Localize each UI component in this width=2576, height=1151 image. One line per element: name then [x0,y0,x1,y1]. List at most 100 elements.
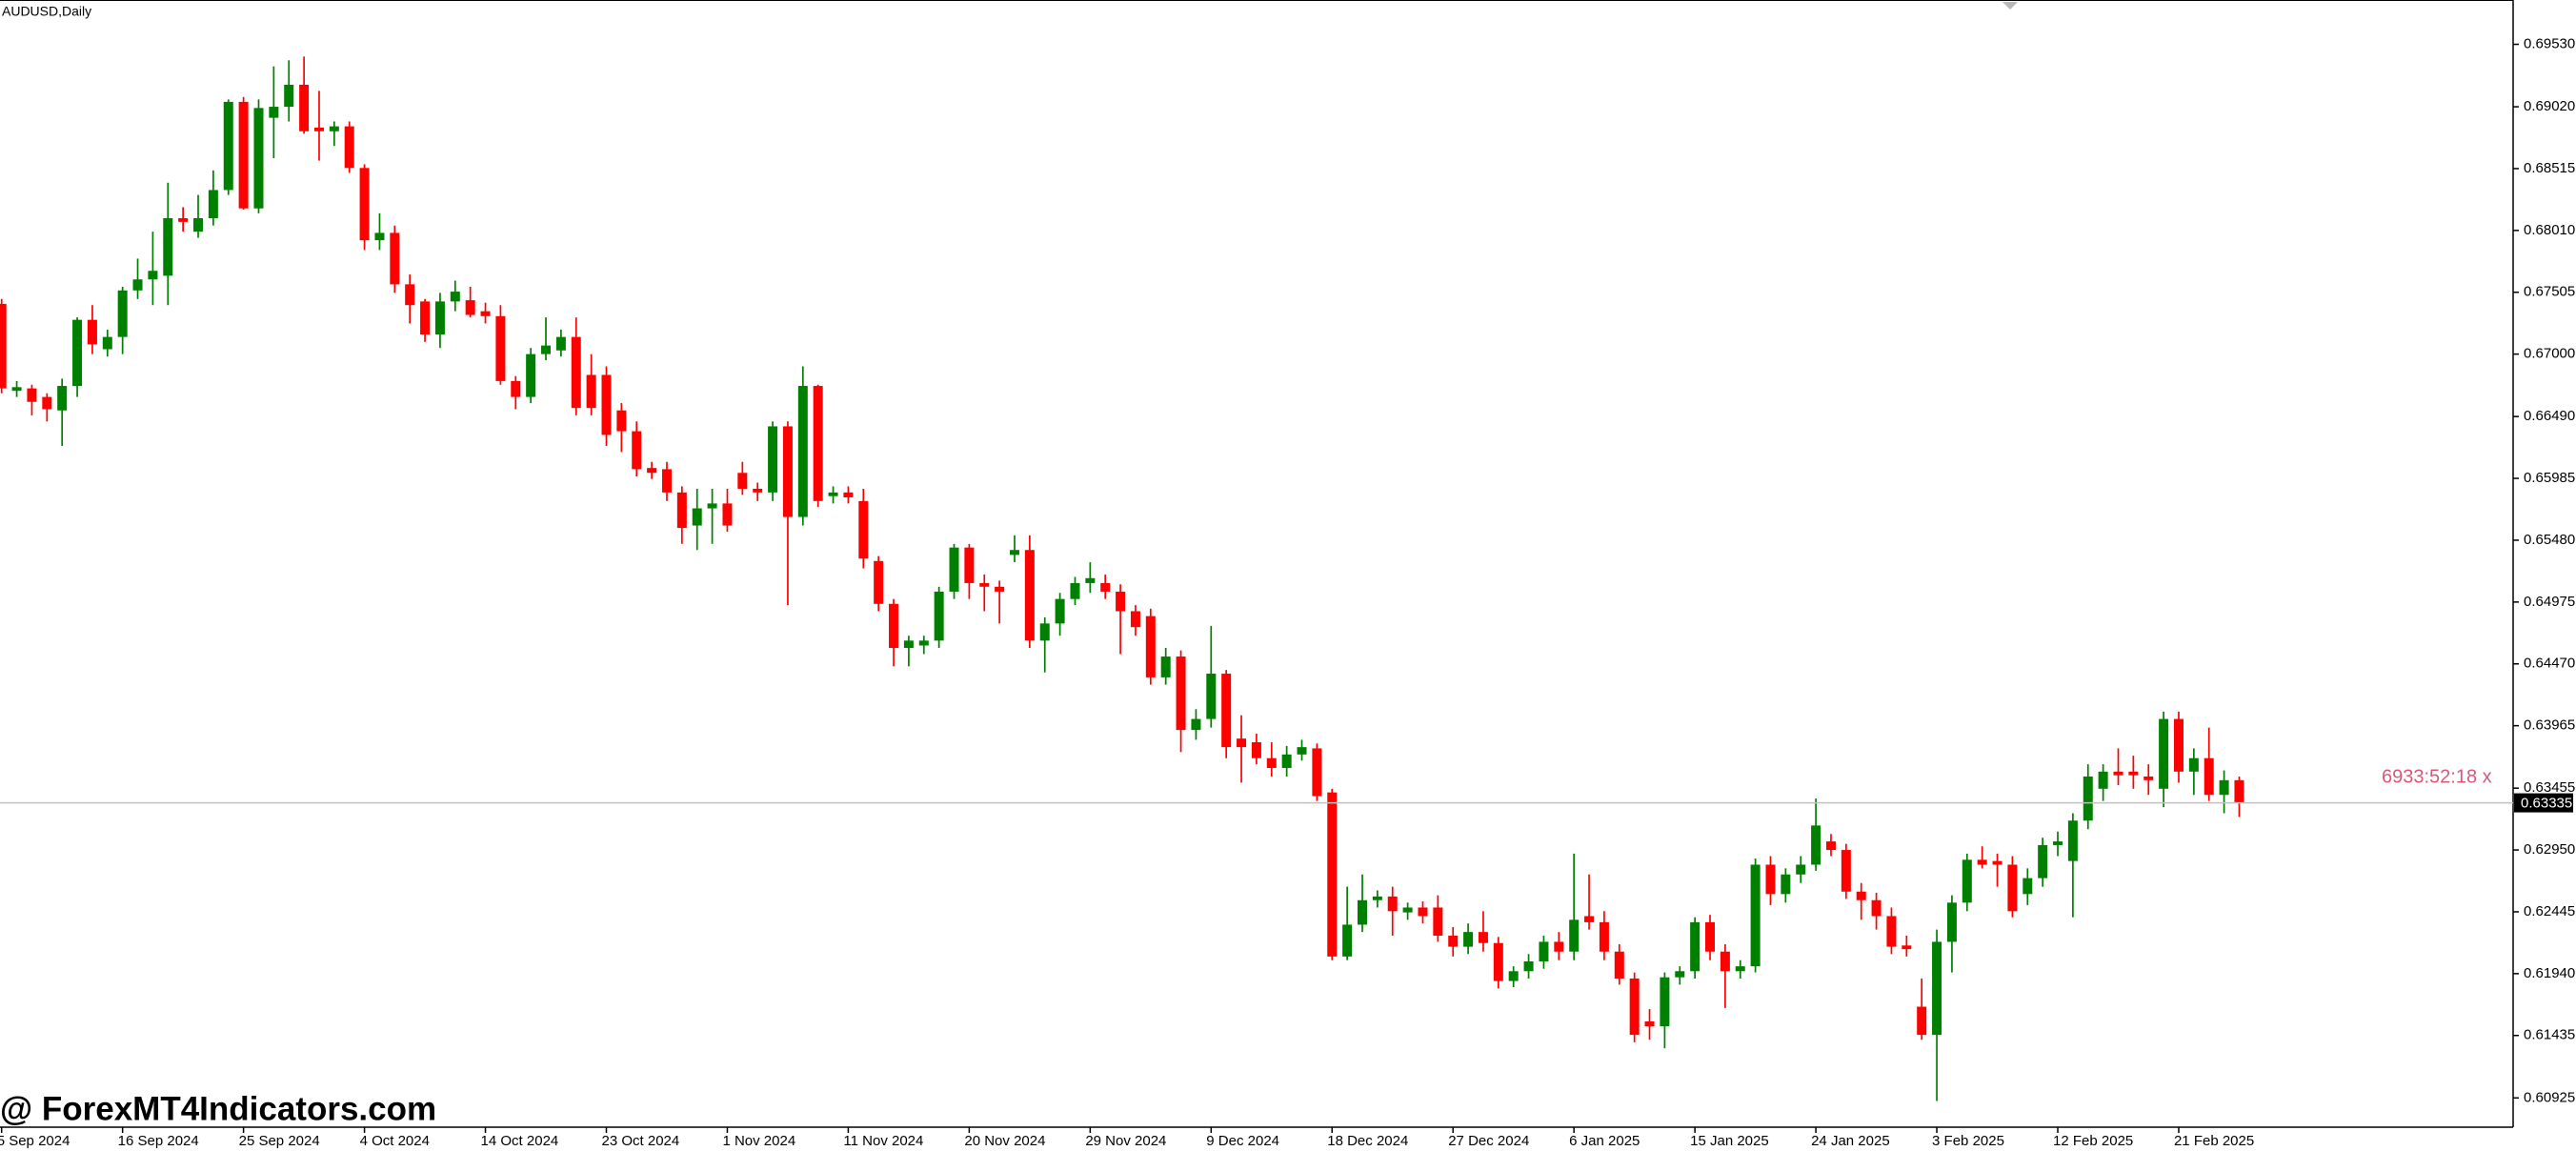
candle-body [586,374,596,409]
candle-body [797,386,808,517]
candle-body [2128,771,2139,776]
candle-body [1116,591,1126,612]
candle-body [1569,919,1580,952]
candle-body [858,500,869,559]
candle-body [889,603,899,649]
candle-body [1644,1020,1655,1027]
y-tick-label: 0.64975 [2524,594,2575,610]
candle-body [2234,779,2244,802]
candle-body [1781,874,1791,895]
candle-body [344,126,354,169]
candle-body [1448,936,1459,947]
candle-body [1614,951,1624,979]
x-tick-label: 14 Oct 2024 [481,1133,559,1149]
candle-body [2067,820,2078,861]
candles [0,56,2244,1101]
candle-body [2159,718,2169,789]
candle-body [1902,945,1912,950]
candle-body [964,547,975,583]
candle-body [1070,582,1080,599]
candle-body [102,336,112,350]
candle-body [1523,961,1534,972]
candle-body [359,168,370,241]
candle-body [1765,864,1776,895]
y-tick-label: 0.65480 [2524,532,2575,548]
x-tick-label: 23 Oct 2024 [602,1133,680,1149]
candle-body [601,374,612,435]
candle-body [1297,747,1307,755]
candle-body [1463,932,1474,947]
candle-body [949,547,959,592]
candle-body [1539,941,1549,962]
candle-body [299,84,310,131]
candle-body [753,488,763,493]
candle-body [737,473,748,489]
candle-body [1735,966,1745,972]
candle-body [434,301,445,335]
candle-body [0,303,7,389]
candle-body [2143,776,2154,780]
candle-body [238,101,249,209]
watermark: @ ForexMT4Indicators.com [0,1090,436,1127]
x-tick-label: 11 Nov 2024 [843,1133,923,1149]
candle-body [782,426,793,517]
y-tick-label: 0.69020 [2524,98,2575,114]
candle-body [72,319,83,387]
candle-body [1372,896,1382,900]
chart-title: AUDUSD,Daily [2,4,91,19]
price-label: 0.63335 [2521,796,2572,812]
candle-body [2007,864,2018,912]
candle-body [148,271,158,280]
y-tick-label: 0.61940 [2524,965,2575,981]
candle-body [117,290,128,337]
candle-body [390,232,400,285]
candle-body [2053,841,2063,845]
candle-body [1871,899,1882,917]
x-tick-label: 25 Sep 2024 [239,1133,320,1149]
candle-body [2023,878,2033,895]
price-label-box [2514,793,2573,813]
candle-body [1327,792,1338,957]
candle-body [903,640,914,649]
candle-body [132,279,143,291]
y-tick-label: 0.60925 [2524,1089,2575,1105]
candle-body [405,284,415,306]
candle-body [707,503,717,509]
candle-body [676,492,687,529]
candle-body [1358,899,1367,925]
candle-body [1660,977,1670,1027]
x-tick-label: 21 Feb 2025 [2174,1133,2254,1149]
candle-body [1402,907,1413,913]
y-tick-label: 0.64470 [2524,656,2575,672]
candle-body [87,319,97,345]
candle-body [813,386,823,501]
candle-body [1039,623,1050,641]
candle-body [934,591,944,641]
x-tick-label: 18 Dec 2024 [1327,1133,1408,1149]
candle-body [2083,776,2093,821]
x-tick-label: 29 Nov 2024 [1085,1133,1166,1149]
candle-body [313,127,324,131]
candle-body [1841,850,1851,892]
candle-body [2173,718,2184,772]
candle-body [2113,771,2123,776]
x-tick-label: 6 Jan 2025 [1569,1133,1640,1149]
y-tick-label: 0.67505 [2524,284,2575,300]
y-tick-label: 0.62950 [2524,841,2575,858]
candle-body [1992,860,2002,865]
candle-body [526,353,536,397]
candle-body [1387,896,1398,912]
candle-body [1629,978,1640,1036]
candle-body [722,503,733,526]
candle-body [1145,616,1156,677]
candle-body [1055,598,1065,624]
candle-body [269,107,279,118]
candle-body [1886,916,1897,947]
candle-body [1554,941,1564,952]
candle-body [768,426,778,493]
candle-body [616,410,627,432]
candle-body [253,108,264,209]
candle-body [1342,924,1353,957]
candle-body [1811,825,1821,865]
